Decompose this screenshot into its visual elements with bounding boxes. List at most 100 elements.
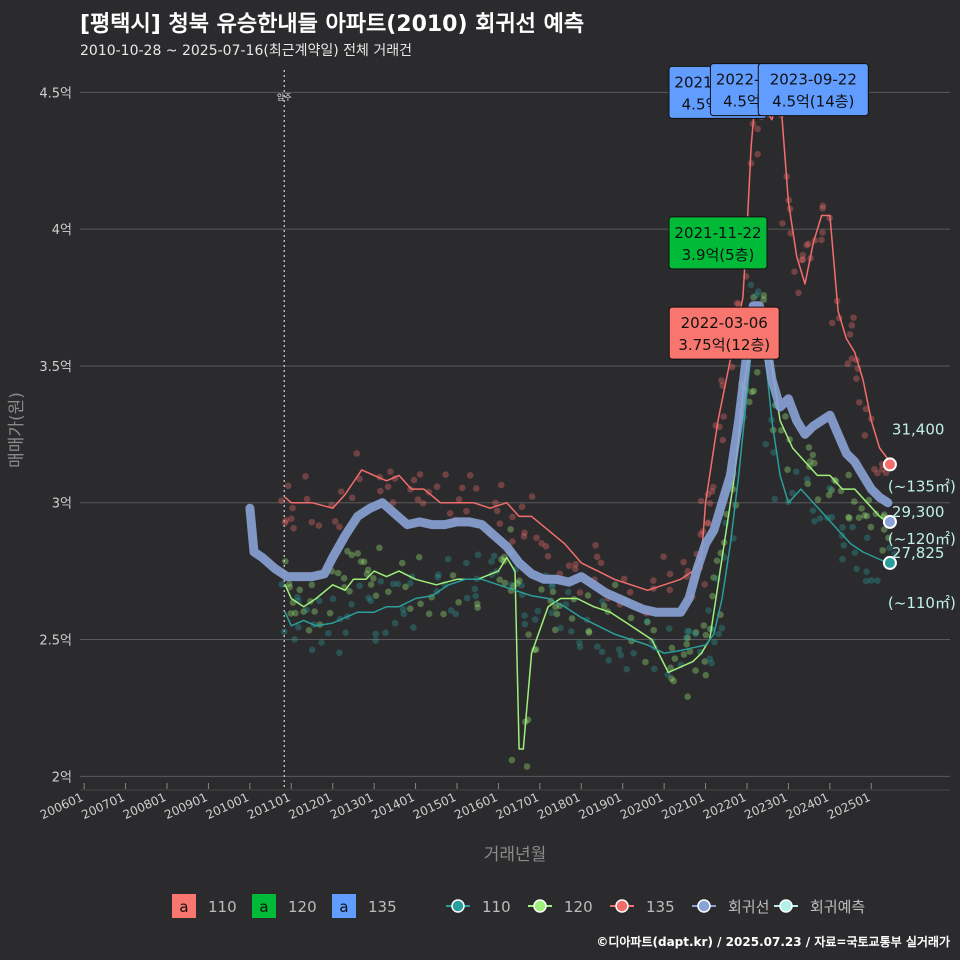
annotation-box: 2023-09-22 4.5억(14층) (757, 63, 869, 117)
scatter-point (715, 630, 722, 638)
scatter-point (863, 568, 870, 575)
scatter-point (853, 375, 860, 382)
x-tick-label: 201701 (494, 790, 541, 822)
scatter-point (839, 524, 846, 531)
series-line-s135 (284, 310, 889, 654)
scatter-point (692, 629, 700, 636)
scatter-point (533, 534, 540, 542)
scatter-point (708, 659, 715, 667)
scatter-point (839, 555, 846, 563)
scatter-point (303, 495, 311, 503)
scatter-point (564, 588, 572, 596)
legend-label: 회귀선 (728, 898, 769, 916)
annotation-bg (757, 63, 869, 117)
end-point-trend (882, 514, 897, 529)
legend-label: 110 (482, 898, 511, 916)
scatter-point (455, 598, 462, 606)
scatter-point (585, 627, 593, 635)
annotation-price: 3.9억(5층) (682, 246, 755, 264)
scatter-point (353, 450, 360, 457)
legend-label: 135 (646, 898, 675, 916)
scatter-point (553, 610, 561, 618)
scatter-point (472, 592, 479, 600)
legend-dot (533, 899, 547, 913)
scatter-point (845, 513, 852, 521)
scatter-point (592, 541, 599, 549)
scatter-point (750, 293, 757, 301)
scatter-point (825, 491, 833, 499)
scatter-point (814, 496, 822, 503)
scatter-point (507, 525, 514, 533)
legend-line-item: 회귀예측 (774, 898, 865, 916)
scatter-point (433, 483, 441, 490)
scatter-point (416, 471, 424, 478)
scatter-point (668, 675, 675, 682)
scatter-point (697, 531, 704, 538)
scatter-point (789, 489, 796, 497)
scatter-point (874, 469, 881, 477)
scatter-point (623, 665, 631, 673)
scatter-point (585, 629, 593, 636)
end-value: 29,300 (892, 503, 945, 521)
scatter-point (336, 523, 343, 531)
scatter-point (650, 626, 658, 634)
legend: a 110 a 120 a 135 110 120 135 회귀선 회귀예측 (172, 894, 865, 918)
scatter-point (449, 572, 457, 579)
legend-label: 110 (208, 898, 237, 916)
scatter-point (508, 581, 515, 589)
legend-label: 회귀예측 (810, 898, 865, 916)
scatter-point (508, 756, 516, 764)
x-tick-label: 201201 (287, 790, 334, 822)
scatter-point (444, 555, 452, 563)
scatter-point (853, 565, 860, 573)
scatter-point (846, 331, 854, 338)
scatter-point (617, 651, 625, 659)
scatter-point (344, 547, 351, 555)
scatter-point (282, 557, 289, 565)
scatter-point (826, 484, 834, 492)
scatter-point (650, 665, 658, 673)
scatter-point (523, 763, 531, 770)
scatter-point (819, 202, 827, 210)
end-area: (~135㎡) (888, 477, 956, 495)
legend-glyph: a (339, 898, 348, 916)
x-tick-label: 202401 (784, 790, 831, 822)
scatter-point (784, 466, 791, 473)
scatter-point (534, 607, 542, 615)
scatter-point (325, 629, 332, 637)
scatter-point (548, 583, 556, 590)
y-tick-label: 4.5억 (39, 86, 72, 101)
scatter-point (760, 292, 768, 299)
scatter-point (879, 547, 886, 554)
scatter-point (367, 597, 374, 605)
scatter-point (666, 586, 674, 594)
scatter-point (370, 575, 377, 582)
scatter-point (548, 609, 556, 617)
scatter-point (762, 440, 770, 448)
x-tick-label: 201801 (535, 790, 582, 822)
scatter-point (348, 551, 356, 559)
scatter-point (702, 671, 710, 679)
scatter-point (862, 405, 870, 413)
scatter-point (318, 639, 325, 646)
annotation-box: 2021-11-22 3.9억(5층) (668, 216, 768, 270)
scatter-point (584, 592, 592, 599)
scatter-point (544, 553, 552, 560)
scatter-point (709, 483, 717, 491)
scatter-point (848, 321, 856, 329)
scatter-point (850, 498, 858, 505)
scatter-point (289, 504, 296, 512)
scatter-point (671, 655, 679, 662)
x-tick-label: 202201 (701, 790, 748, 822)
scatter-point (863, 512, 871, 520)
scatter-point (509, 538, 516, 545)
scatter-point (686, 627, 693, 635)
scatter-point (372, 630, 380, 638)
y-tick-label: 2.5억 (39, 634, 72, 649)
scatter-point (557, 624, 564, 632)
scatter-point (365, 594, 372, 602)
scatter-point (871, 465, 878, 473)
scatter-point (779, 220, 786, 227)
scatter-point (282, 517, 290, 524)
scatter-point (474, 604, 481, 611)
